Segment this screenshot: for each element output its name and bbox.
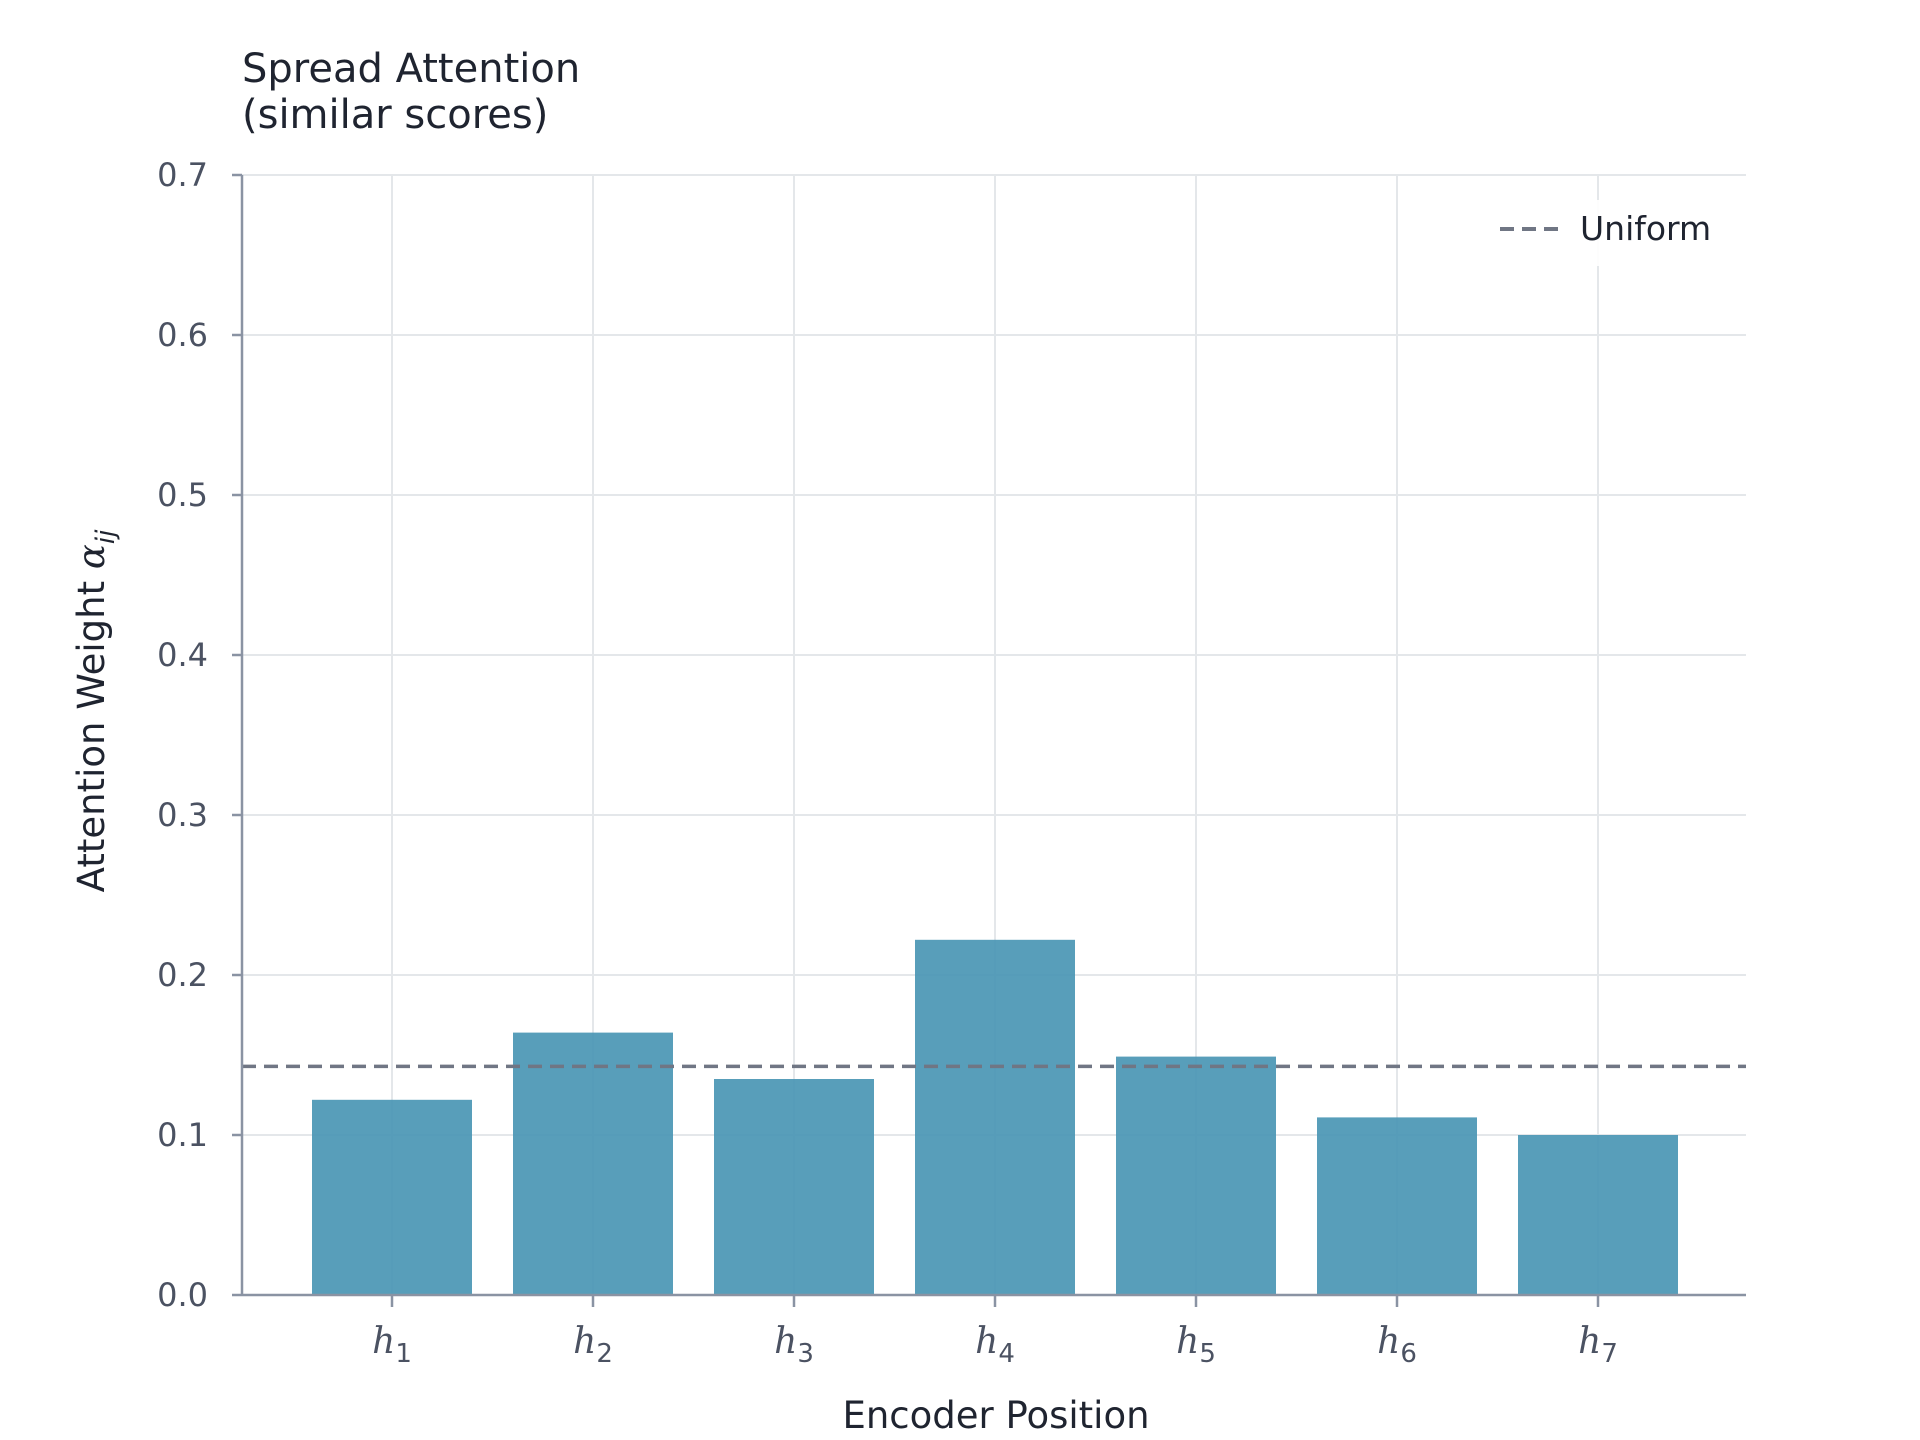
legend-background [1486, 200, 1748, 266]
bar [312, 1099, 472, 1295]
x-tick-label-base: h [372, 1321, 395, 1362]
x-tick-label-subscript: 4 [998, 1339, 1015, 1369]
y-tick-label: 0.1 [157, 1116, 208, 1154]
x-tick-label-subscript: 7 [1601, 1339, 1618, 1369]
y-tick-label: 0.7 [157, 156, 208, 194]
y-axis-label-subscript: ij [91, 529, 121, 544]
x-axis-label: Encoder Position [842, 1394, 1149, 1437]
x-tick-label-subscript: 2 [596, 1339, 613, 1369]
bar [915, 939, 1075, 1295]
y-tick-label: 0.3 [157, 796, 208, 834]
y-axis-label-symbol: α [70, 544, 113, 569]
y-tick-labels: 0.0 0.1 0.2 0.3 0.4 0.5 0.6 0.7 [157, 156, 208, 1314]
bars [312, 939, 1678, 1295]
x-tick-label-subscript: 3 [797, 1339, 814, 1369]
x-tick-label: h4 [975, 1321, 1015, 1369]
x-tick-label-subscript: 1 [395, 1339, 412, 1369]
x-tick-label-base: h [774, 1321, 797, 1362]
y-tick-label: 0.2 [157, 956, 208, 994]
y-tick-label: 0.6 [157, 316, 208, 354]
x-tick-label: h5 [1176, 1321, 1216, 1369]
y-tick-label: 0.5 [157, 476, 208, 514]
x-tick-label-base: h [1176, 1321, 1199, 1362]
x-tick-label-subscript: 5 [1199, 1339, 1216, 1369]
chart-title-line-2: (similar scores) [242, 92, 548, 138]
x-tick-label-base: h [975, 1321, 998, 1362]
x-tick-label: h1 [372, 1321, 412, 1369]
bar [714, 1079, 874, 1295]
x-tick-label: h2 [573, 1321, 613, 1369]
x-tick-label-subscript: 6 [1400, 1339, 1417, 1369]
x-tick-label: h3 [774, 1321, 814, 1369]
y-tick-label: 0.0 [157, 1276, 208, 1314]
bar [1116, 1056, 1276, 1295]
legend-label-uniform: Uniform [1580, 209, 1711, 248]
legend: Uniform [1486, 200, 1748, 266]
grid-lines [242, 174, 1746, 1295]
x-tick-label-base: h [1377, 1321, 1400, 1362]
x-tick-label-base: h [1578, 1321, 1601, 1362]
bar [1518, 1135, 1678, 1295]
axes [232, 173, 1746, 1307]
bar [513, 1032, 673, 1295]
y-axis-label-text: Attention Weight [70, 569, 113, 892]
x-tick-label: h6 [1377, 1321, 1417, 1369]
y-tick-label: 0.4 [157, 636, 208, 674]
x-tick-labels: h1 h2 h3 h4 h5 h6 h7 [372, 1321, 1618, 1369]
x-tick-label-base: h [573, 1321, 596, 1362]
y-axis-label: Attention Weight αij [70, 529, 121, 892]
x-tick-label: h7 [1578, 1321, 1618, 1369]
bar [1317, 1117, 1477, 1295]
chart-title-line-1: Spread Attention [242, 46, 580, 92]
